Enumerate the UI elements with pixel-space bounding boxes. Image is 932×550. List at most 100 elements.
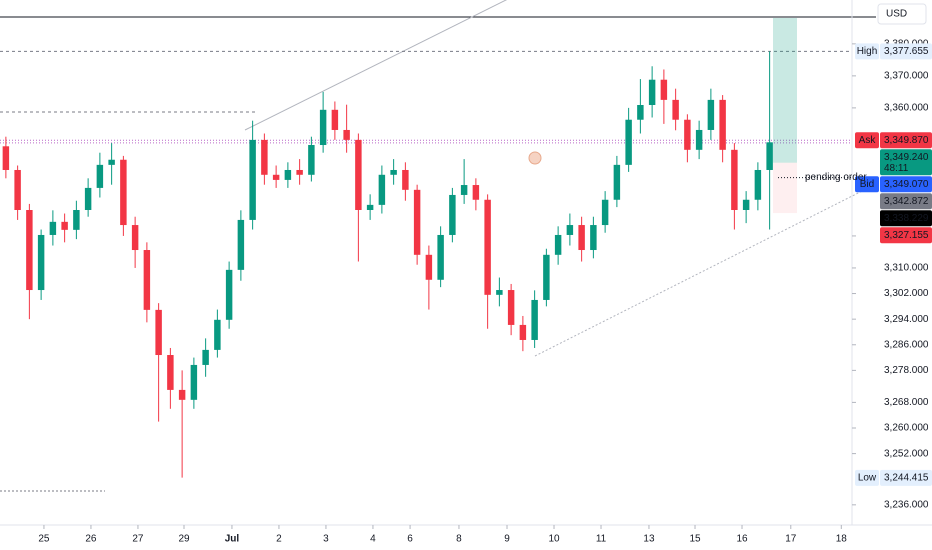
candle-body xyxy=(14,169,21,210)
candle-body xyxy=(578,225,585,251)
candle-body xyxy=(343,129,350,140)
candle-body xyxy=(402,169,409,190)
x-tick-label: 8 xyxy=(456,534,462,545)
candle-body xyxy=(178,389,186,400)
price-tag-label: 3,327.155 xyxy=(884,230,929,241)
candle-body xyxy=(308,145,315,175)
y-tick-label: 3,252.000 xyxy=(884,448,929,459)
candle-body xyxy=(284,169,292,180)
y-tick-label: 3,310.000 xyxy=(884,263,929,274)
tag-name: Bid xyxy=(860,179,874,190)
candle-body xyxy=(496,290,503,295)
candle-body xyxy=(355,139,362,210)
candle-body xyxy=(742,199,750,210)
x-tick-label: 16 xyxy=(736,534,748,545)
candle-body xyxy=(637,105,644,120)
candle-body xyxy=(214,319,221,350)
candle-body xyxy=(2,146,10,170)
y-tick-label: 3,236.000 xyxy=(884,499,929,510)
candle-body xyxy=(543,254,550,300)
price-tag xyxy=(880,469,932,486)
candle-body xyxy=(625,119,632,165)
candle-body xyxy=(131,225,139,251)
candle-body xyxy=(554,234,562,255)
candle-body xyxy=(731,149,738,210)
candle-body xyxy=(519,324,527,340)
currency: USD xyxy=(886,9,907,20)
candle-body xyxy=(237,219,245,270)
candle-body xyxy=(437,234,444,280)
candle-body xyxy=(766,142,773,170)
y-tick-label: 3,268.000 xyxy=(884,397,929,408)
x-tick-label: 26 xyxy=(85,534,97,545)
price-tag-label: 3,349.070 xyxy=(884,179,929,190)
x-tick-label: 18 xyxy=(836,534,848,545)
y-tick-label: 3,302.000 xyxy=(884,288,929,299)
candle-body xyxy=(531,299,538,340)
price-tag xyxy=(880,227,932,244)
price-tag xyxy=(880,149,932,176)
tag-name-box xyxy=(855,176,879,193)
candle-body xyxy=(108,159,115,165)
candle-body xyxy=(120,159,127,226)
y-tick-label: 3,278.000 xyxy=(884,365,929,376)
currency-button[interactable] xyxy=(877,3,927,25)
x-tick-label: 29 xyxy=(178,534,190,545)
candle-body xyxy=(390,169,397,175)
x-tick-label: 11 xyxy=(596,534,607,545)
tag-name: High xyxy=(857,46,878,57)
price-tag xyxy=(880,176,932,193)
price-tag xyxy=(880,43,932,60)
price-tag-label: 3,377.655 xyxy=(884,46,929,57)
countdown: 48:11 xyxy=(884,163,909,174)
candle-body xyxy=(190,364,198,400)
candle-body xyxy=(590,225,597,251)
x-tick-label: 10 xyxy=(548,534,560,545)
logo xyxy=(528,151,542,165)
y-tick-label: 3,286.000 xyxy=(884,339,929,350)
price-tag-label: 3,338.229 xyxy=(884,213,929,224)
candle-body xyxy=(684,119,691,150)
candle-body xyxy=(449,194,456,235)
tag-name-box xyxy=(855,132,879,149)
price-tag xyxy=(880,193,932,210)
candle-body xyxy=(225,269,233,320)
x-tick-label: 3 xyxy=(323,534,329,545)
candle-body xyxy=(49,221,57,235)
candle-body xyxy=(202,349,209,365)
x-tick-label: Jul xyxy=(225,534,240,545)
profit-zone xyxy=(773,18,797,163)
x-tick-label: 9 xyxy=(504,534,510,545)
price-tag-label: 3,349.870 xyxy=(884,135,929,146)
price-tag-label: 3,342.872 xyxy=(884,196,929,207)
candle-body xyxy=(707,99,715,130)
candle-body xyxy=(272,174,280,180)
y-tick-label: 3,260.000 xyxy=(884,423,929,434)
candle-body xyxy=(425,254,433,280)
candle-body xyxy=(484,199,491,295)
candle-body xyxy=(73,210,80,230)
candle-body xyxy=(719,99,726,150)
candle-body xyxy=(695,129,703,150)
tag-name-box xyxy=(855,469,879,486)
tag-name-box xyxy=(855,43,879,60)
candle-body xyxy=(61,221,68,230)
candle-body xyxy=(601,199,609,226)
y-tick-label: 3,370.000 xyxy=(884,71,929,82)
candle-body xyxy=(167,355,174,390)
candle-body xyxy=(37,234,45,291)
candle-body xyxy=(319,109,327,146)
price-tag-label: 3,349.240 xyxy=(884,152,929,163)
candle-body xyxy=(566,225,574,235)
tag-name: Ask xyxy=(859,135,877,146)
x-tick-label: 27 xyxy=(132,534,144,545)
candle-body xyxy=(296,169,303,175)
price-tag-label: 3,244.415 xyxy=(884,473,929,484)
candle-body xyxy=(26,210,33,291)
pending-label: pending order xyxy=(805,172,867,183)
y-tick-label: 3,360.000 xyxy=(884,103,929,114)
candle-body xyxy=(754,169,762,200)
